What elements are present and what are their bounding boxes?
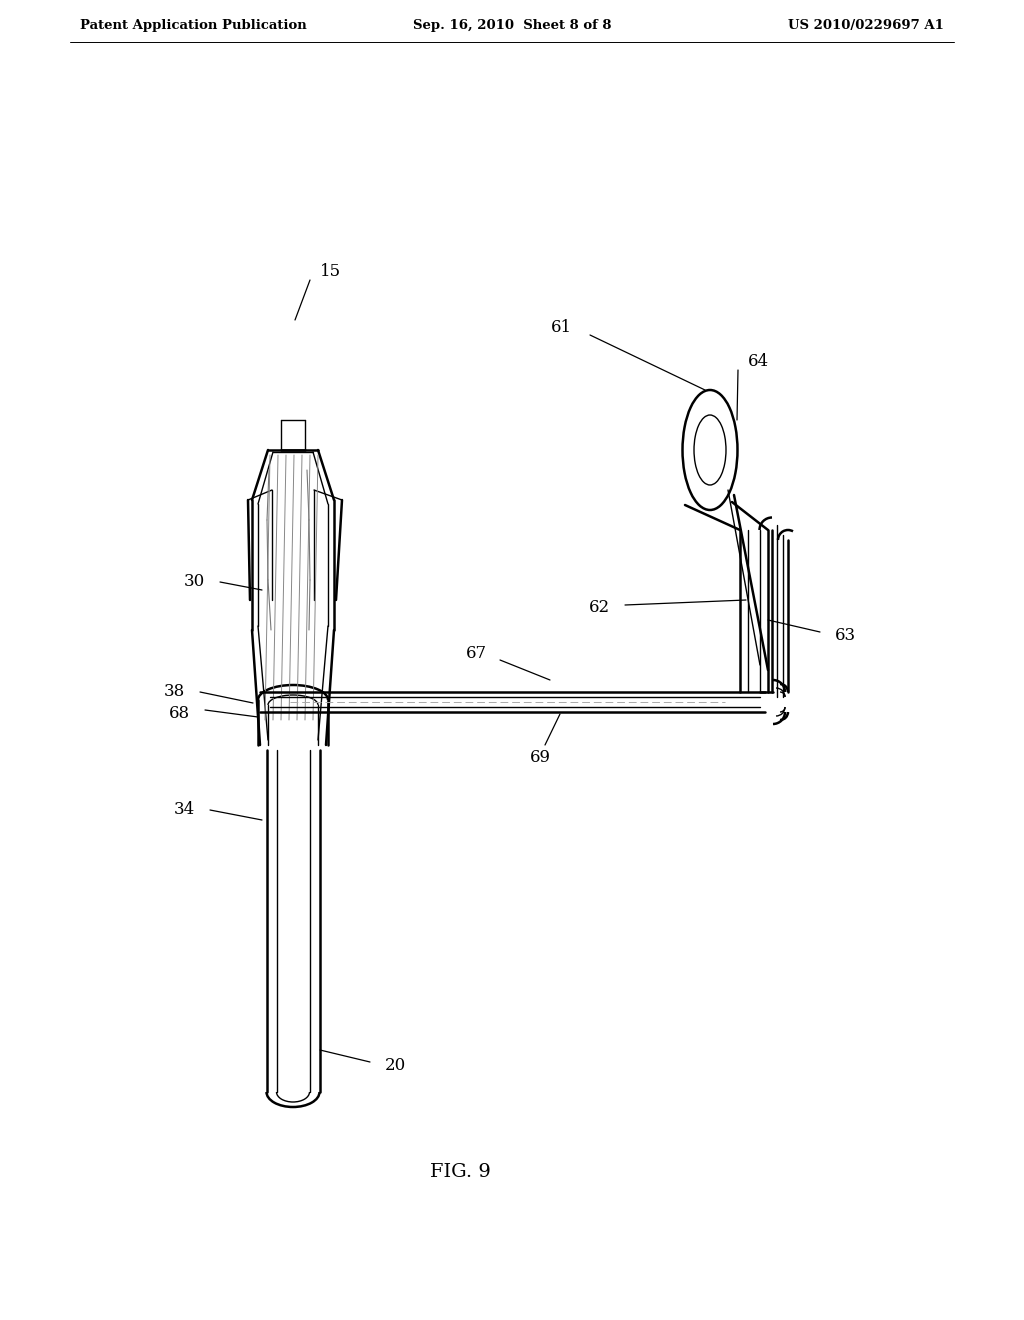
Text: 63: 63 xyxy=(835,627,856,644)
Text: Patent Application Publication: Patent Application Publication xyxy=(80,18,307,32)
Text: US 2010/0229697 A1: US 2010/0229697 A1 xyxy=(788,18,944,32)
Text: 34: 34 xyxy=(174,801,195,818)
Text: FIG. 9: FIG. 9 xyxy=(429,1163,490,1181)
Text: 69: 69 xyxy=(529,748,551,766)
Text: 38: 38 xyxy=(164,684,185,701)
Text: 15: 15 xyxy=(319,264,341,281)
Text: 30: 30 xyxy=(183,573,205,590)
Text: 62: 62 xyxy=(589,599,610,616)
Text: Sep. 16, 2010  Sheet 8 of 8: Sep. 16, 2010 Sheet 8 of 8 xyxy=(413,18,611,32)
Text: 68: 68 xyxy=(169,705,190,722)
Text: 67: 67 xyxy=(466,644,487,661)
Text: 20: 20 xyxy=(385,1057,407,1074)
Text: 64: 64 xyxy=(748,354,769,371)
Text: 61: 61 xyxy=(551,318,572,335)
